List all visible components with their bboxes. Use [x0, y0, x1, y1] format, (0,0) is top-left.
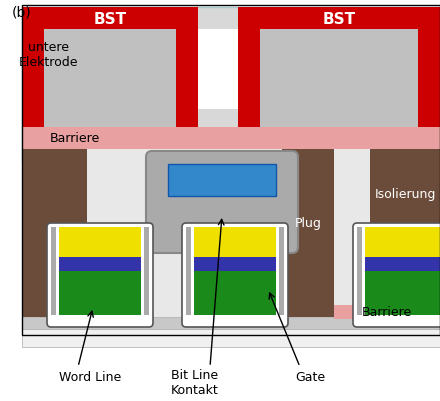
Bar: [144, 227, 149, 315]
Bar: [238, 30, 260, 128]
Text: BST: BST: [323, 12, 356, 26]
Bar: [260, 30, 418, 128]
Bar: [357, 227, 362, 315]
Text: (b): (b): [12, 6, 32, 20]
FancyBboxPatch shape: [182, 223, 288, 327]
Text: Barriere: Barriere: [50, 132, 100, 145]
Text: Barriere: Barriere: [362, 306, 412, 319]
Bar: [22, 128, 440, 150]
Bar: [22, 317, 440, 329]
Bar: [238, 8, 440, 30]
Bar: [59, 257, 141, 271]
Bar: [44, 30, 176, 128]
Text: untere
Elektrode: untere Elektrode: [18, 41, 78, 69]
Bar: [51, 227, 56, 315]
FancyBboxPatch shape: [353, 223, 440, 327]
Bar: [365, 271, 440, 315]
Bar: [59, 227, 141, 257]
Bar: [59, 271, 141, 315]
FancyBboxPatch shape: [47, 223, 153, 327]
Bar: [194, 257, 276, 271]
Text: Gate: Gate: [295, 371, 325, 383]
Bar: [22, 8, 440, 162]
Bar: [22, 6, 440, 335]
Bar: [194, 227, 276, 257]
Bar: [365, 227, 440, 257]
Bar: [418, 30, 440, 128]
Bar: [22, 8, 440, 162]
Bar: [22, 329, 440, 347]
Bar: [282, 150, 334, 317]
Text: BST: BST: [93, 12, 127, 26]
Bar: [334, 305, 440, 319]
Text: Plug: Plug: [294, 217, 322, 230]
Bar: [365, 257, 440, 271]
Text: Word Line: Word Line: [59, 371, 121, 383]
Bar: [279, 227, 284, 315]
FancyBboxPatch shape: [146, 152, 298, 253]
Bar: [194, 271, 276, 315]
Bar: [22, 30, 44, 128]
Bar: [22, 150, 440, 317]
Bar: [22, 150, 87, 317]
Bar: [186, 227, 191, 315]
Bar: [370, 150, 440, 317]
Bar: [176, 30, 198, 128]
Text: Bit Line
Kontakt: Bit Line Kontakt: [171, 368, 219, 396]
Bar: [198, 30, 238, 110]
Text: Isolierung: Isolierung: [374, 188, 436, 201]
Bar: [168, 164, 276, 196]
Bar: [22, 8, 198, 30]
